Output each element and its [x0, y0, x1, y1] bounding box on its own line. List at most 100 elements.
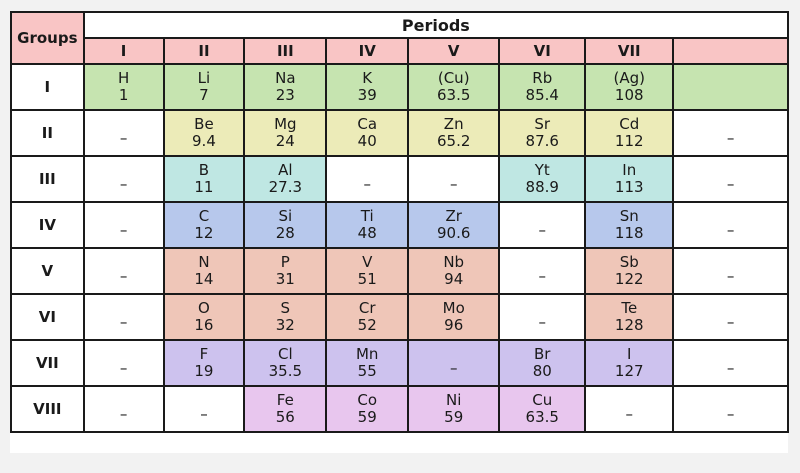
- dash-placeholder: –: [449, 174, 458, 193]
- element-cell: Zn 65.2: [407, 109, 501, 157]
- empty-cell: –: [82, 293, 165, 341]
- empty-cell: –: [584, 385, 675, 433]
- atomic-weight: 55: [357, 362, 377, 380]
- atomic-weight: 48: [357, 224, 377, 242]
- element-cell: (Cu) 63.5: [407, 63, 501, 111]
- atomic-weight: 23: [275, 86, 295, 104]
- element-cell: Ti 48: [325, 201, 410, 249]
- group-label: IV: [10, 201, 85, 249]
- atomic-weight: 88.9: [525, 178, 559, 196]
- dash-placeholder: –: [538, 312, 546, 331]
- atomic-weight: 35.5: [268, 362, 303, 380]
- atomic-weight: 94: [444, 270, 464, 288]
- atomic-weight: 52: [357, 316, 377, 334]
- element-symbol: Mo: [442, 299, 465, 317]
- element-symbol: Nb: [443, 253, 465, 271]
- atomic-weight: 24: [275, 132, 295, 150]
- group-label: III: [10, 155, 85, 203]
- element-symbol: Cd: [619, 115, 640, 133]
- group-label: II: [10, 109, 85, 157]
- empty-cell: –: [82, 155, 165, 203]
- table-row: VIII – – Fe 56 Co 59 Ni 59 Cu 63.5– –: [10, 385, 789, 433]
- element-cell: Li 7: [162, 63, 246, 111]
- atomic-weight: 112: [614, 132, 644, 150]
- element-cell: Rb 85.4: [498, 63, 587, 111]
- dash-placeholder: –: [625, 404, 634, 423]
- atomic-weight: 51: [357, 270, 377, 288]
- element-cell: S 32: [243, 293, 328, 341]
- dash-placeholder: –: [363, 174, 371, 193]
- period-labels-row: I II III IV V VI VII: [11, 37, 789, 65]
- element-cell: C 12: [162, 201, 246, 249]
- empty-cell: –: [498, 201, 587, 249]
- dash-placeholder: –: [119, 128, 128, 147]
- element-symbol: Mg: [274, 115, 297, 133]
- atomic-weight: 11: [194, 178, 214, 196]
- element-cell: Al 27.3: [243, 155, 328, 203]
- atomic-weight: 56: [275, 408, 295, 426]
- group-label: I: [10, 63, 85, 111]
- element-symbol: Br: [534, 345, 551, 363]
- element-symbol: Mn: [355, 345, 379, 363]
- atomic-weight: 59: [357, 408, 377, 426]
- dash-placeholder: –: [119, 220, 128, 239]
- element-cell: Te 128: [584, 293, 675, 341]
- empty-cell: –: [407, 339, 501, 387]
- dash-placeholder: –: [726, 404, 735, 423]
- groups-header: Groups: [10, 11, 85, 65]
- atomic-weight: 32: [275, 316, 295, 334]
- element-cell: B 11: [162, 155, 246, 203]
- element-cell: Cl 35.5: [243, 339, 328, 387]
- period-label: III: [243, 37, 328, 65]
- empty-cell: –: [498, 293, 587, 341]
- atomic-weight: 113: [614, 178, 644, 196]
- element-cell: N 14: [162, 247, 246, 295]
- element-symbol: In: [622, 161, 637, 179]
- element-cell: Be 9.4: [162, 109, 246, 157]
- element-cell: O 16: [162, 293, 246, 341]
- dash-placeholder: –: [726, 312, 735, 331]
- element-symbol: Co: [357, 391, 378, 409]
- dash-placeholder: –: [119, 312, 128, 331]
- element-symbol: C: [198, 207, 210, 225]
- table-row: III – B 11 Al 27.3– – Yt 88.9 In 113–: [10, 155, 789, 203]
- element-symbol: Zn: [443, 115, 464, 133]
- atomic-weight: 85.4: [525, 86, 559, 104]
- element-symbol: Be: [194, 115, 214, 133]
- element-cell: Co 59: [325, 385, 410, 433]
- atomic-weight: 27.3: [268, 178, 303, 196]
- element-symbol: Fe: [276, 391, 294, 409]
- element-cell: K 39: [325, 63, 410, 111]
- empty-cell: –: [672, 109, 789, 157]
- element-symbol: Sr: [534, 115, 551, 133]
- dash-placeholder: –: [449, 358, 458, 377]
- empty-cell: –: [498, 247, 587, 295]
- element-symbol: Na: [275, 69, 296, 87]
- atomic-weight: 39: [357, 86, 377, 104]
- atomic-weight: 12: [194, 224, 214, 242]
- dash-placeholder: –: [200, 404, 208, 423]
- element-cell: Sr 87.6: [498, 109, 587, 157]
- element-symbol: P: [280, 253, 290, 271]
- element-symbol: I: [627, 345, 632, 363]
- periodic-table: Groups Periods I II III IV V VI VII I H 1 Li 7 Na 23…: [10, 11, 790, 433]
- element-cell: Fe 56: [243, 385, 328, 433]
- atomic-weight: 1: [118, 86, 129, 104]
- empty-cell: –: [672, 339, 789, 387]
- period-label: I: [82, 37, 165, 65]
- element-symbol: N: [198, 253, 210, 271]
- empty-cell: –: [82, 385, 165, 433]
- element-symbol: (Ag): [613, 69, 646, 87]
- element-cell: Mn 55: [325, 339, 410, 387]
- empty-cell: –: [325, 155, 410, 203]
- element-cell: Ca 40: [325, 109, 410, 157]
- empty-cell: –: [82, 201, 165, 249]
- element-cell: Zr 90.6: [407, 201, 501, 249]
- table-row: IV – C 12 Si 28 Ti 48 Zr 90.6– Sn 118–: [10, 201, 789, 249]
- atomic-weight: 118: [614, 224, 644, 242]
- table-row: II – Be 9.4 Mg 24 Ca 40 Zn 65.2 Sr 87.6 Cd 112 –: [10, 109, 789, 157]
- atomic-weight: 80: [532, 362, 552, 380]
- dash-placeholder: –: [726, 174, 735, 193]
- element-cell: F 19: [162, 339, 246, 387]
- atomic-weight: 9.4: [192, 132, 216, 150]
